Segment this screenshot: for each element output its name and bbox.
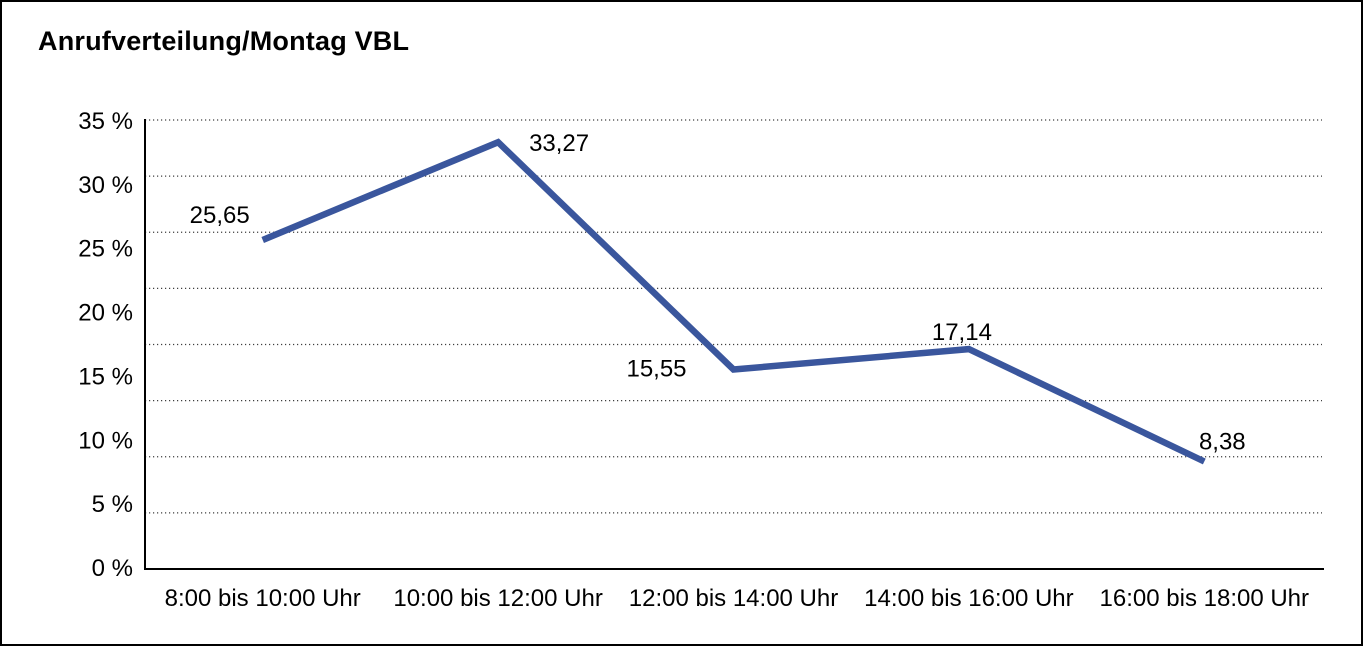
data-point-label: 15,55 <box>626 356 686 383</box>
y-tick-label: 5 % <box>92 491 133 518</box>
data-point-label: 17,14 <box>932 319 992 346</box>
y-tick-label: 15 % <box>78 363 133 390</box>
x-category-label: 14:00 bis 16:00 Uhr <box>864 585 1073 612</box>
data-series-line <box>261 138 1206 465</box>
x-category-label: 10:00 bis 12:00 Uhr <box>393 585 602 612</box>
x-category-label: 8:00 bis 10:00 Uhr <box>165 585 361 612</box>
data-point-label: 33,27 <box>529 130 589 157</box>
data-point-label: 25,65 <box>190 202 250 229</box>
chart-title: Anrufverteilung/Montag VBL <box>38 26 410 56</box>
x-category-label: 16:00 bis 18:00 Uhr <box>1100 585 1309 612</box>
y-tick-label: 20 % <box>78 300 133 327</box>
x-category-label: 12:00 bis 14:00 Uhr <box>629 585 838 612</box>
y-tick-label: 25 % <box>78 236 133 263</box>
data-point-label: 8,38 <box>1199 428 1246 455</box>
y-tick-label: 0 % <box>92 555 133 582</box>
y-tick-label: 35 % <box>78 108 133 135</box>
y-tick-label: 30 % <box>78 172 133 199</box>
y-tick-label: 10 % <box>78 427 133 454</box>
